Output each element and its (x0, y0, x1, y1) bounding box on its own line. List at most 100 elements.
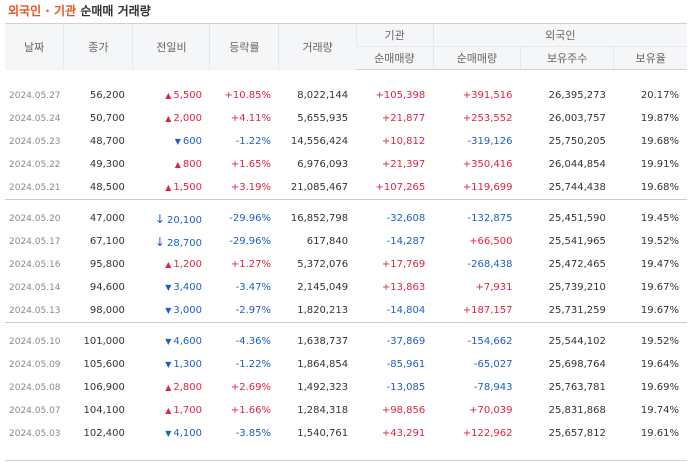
up-arrow-icon: ▲ (165, 183, 172, 192)
foreign-net-cell: +391,516 (462, 90, 513, 101)
foreign-ratio-cell: 19.67% (640, 305, 679, 316)
volume-cell: 5,655,935 (297, 113, 349, 124)
date-cell: 2024.05.03 (9, 428, 61, 439)
header-inst-net: 순매매량 (356, 46, 434, 70)
volume-cell: 1,864,854 (297, 359, 349, 370)
foreign-holdings-cell: 25,831,868 (548, 405, 606, 416)
volume-cell: 1,820,213 (297, 305, 349, 316)
foreign-net-cell: +187,157 (462, 305, 513, 316)
foreign-ratio-cell: 19.47% (640, 259, 679, 270)
spacer-row (5, 70, 687, 85)
change-cell: ▼ 4,100 (133, 422, 210, 445)
table-bottom-border (5, 460, 687, 461)
rate-cell: +4.11% (230, 113, 271, 124)
foreign-net-cell: -78,943 (473, 382, 513, 393)
foreign-ratio-cell: 19.87% (640, 113, 679, 124)
header-rate: 등락률 (209, 23, 279, 70)
foreign-holdings-cell: 26,395,273 (548, 90, 606, 101)
foreign-net-cell: +119,699 (462, 182, 513, 193)
foreign-ratio-cell: 19.69% (640, 382, 679, 393)
volume-cell: 1,284,318 (297, 405, 349, 416)
table-row: 2024.05.10 101,000 ▼ 4,600 -4.36% 1,638,737 -3… (5, 330, 687, 353)
change-value: 3,000 (173, 305, 202, 316)
table-row: 2024.05.03 102,400 ▼ 4,100 -3.85% 1,540,761 +4… (5, 422, 687, 445)
change-cell: ▲ 2,800 (133, 376, 210, 399)
change-value: 3,400 (173, 282, 202, 293)
rate-cell: -29.96% (229, 236, 271, 247)
volume-cell: 1,492,323 (297, 382, 349, 393)
date-cell: 2024.05.09 (9, 359, 61, 370)
foreign-net-cell: +350,416 (462, 159, 513, 170)
foreign-holdings-cell: 26,003,757 (548, 113, 606, 124)
foreign-holdings-cell: 25,763,781 (548, 382, 606, 393)
foreign-ratio-cell: 19.52% (640, 336, 679, 347)
change-cell: ▼ 3,000 (133, 299, 210, 323)
inst-net-cell: -32,608 (386, 213, 426, 224)
foreign-ratio-cell: 19.74% (640, 405, 679, 416)
close-cell: 48,700 (89, 136, 125, 147)
table-row: 2024.05.20 47,000 ↓ 20,100 -29.96% 16,852,798… (5, 207, 687, 230)
foreign-ratio-cell: 19.64% (640, 359, 679, 370)
volume-cell: 8,022,144 (297, 90, 349, 101)
change-value: 1,700 (173, 405, 202, 416)
close-cell: 50,700 (89, 113, 125, 124)
date-cell: 2024.05.13 (9, 305, 61, 316)
inst-net-cell: +98,856 (381, 405, 426, 416)
table-row: 2024.05.14 94,600 ▼ 3,400 -3.47% 2,145,049 +13… (5, 276, 687, 299)
rate-cell: -1.22% (235, 136, 271, 147)
header-foreign-ratio: 보유율 (613, 46, 687, 70)
change-cell: ▲ 1,700 (133, 399, 210, 422)
volume-cell: 14,556,424 (290, 136, 349, 147)
date-cell: 2024.05.24 (9, 113, 61, 124)
change-cell: ▲ 2,000 (133, 107, 210, 130)
close-cell: 101,000 (83, 336, 125, 347)
foreign-holdings-cell: 25,541,965 (548, 236, 606, 247)
change-value: 4,600 (173, 336, 202, 347)
foreign-ratio-cell: 19.67% (640, 282, 679, 293)
foreign-holdings-cell: 26,044,854 (548, 159, 606, 170)
foreign-holdings-cell: 25,731,259 (548, 305, 606, 316)
foreign-holdings-cell: 25,472,465 (548, 259, 606, 270)
foreign-net-cell: +70,039 (469, 405, 513, 416)
change-cell: ▲ 1,500 (133, 176, 210, 200)
change-cell: ↓ 20,100 (133, 207, 210, 230)
close-cell: 106,900 (83, 382, 125, 393)
volume-cell: 6,976,093 (297, 159, 349, 170)
foreign-ratio-cell: 20.17% (640, 90, 679, 101)
inst-net-cell: -85,961 (386, 359, 426, 370)
foreign-net-cell: +7,931 (475, 282, 513, 293)
group-divider (5, 199, 687, 207)
header-date: 날짜 (5, 23, 64, 70)
inst-net-cell: +21,397 (381, 159, 426, 170)
up-arrow-icon: ▲ (174, 160, 181, 169)
foreign-net-cell: +66,500 (469, 236, 513, 247)
volume-cell: 5,372,076 (297, 259, 349, 270)
foreign-holdings-cell: 25,451,590 (548, 213, 606, 224)
up-arrow-icon: ▲ (165, 383, 172, 392)
change-value: 1,200 (173, 259, 202, 270)
down-arrow-icon: ▼ (165, 360, 172, 369)
foreign-net-cell: -154,662 (467, 336, 513, 347)
rate-cell: +1.27% (230, 259, 271, 270)
close-cell: 56,200 (89, 90, 125, 101)
foreign-ratio-cell: 19.61% (640, 428, 679, 439)
rate-cell: +1.65% (230, 159, 271, 170)
inst-net-cell: +13,863 (381, 282, 426, 293)
down-arrow-icon: ↓ (154, 211, 165, 226)
change-cell: ▲ 800 (133, 153, 210, 176)
header-change: 전일비 (132, 23, 210, 70)
change-value: 28,700 (166, 237, 202, 249)
page-title: 외국인 · 기관 순매매 거래량 (8, 2, 151, 20)
investor-trading-table: 날짜 종가 전일비 등락률 거래량 기관 외국인 순매매량 순매매량 보유주수 … (5, 23, 687, 445)
date-cell: 2024.05.17 (9, 236, 61, 247)
rate-cell: -4.36% (235, 336, 271, 347)
rate-cell: +1.66% (230, 405, 271, 416)
rate-cell: -3.85% (235, 428, 271, 439)
up-arrow-icon: ▲ (165, 91, 172, 100)
foreign-holdings-cell: 25,544,102 (548, 336, 606, 347)
header-foreign-net: 순매매량 (432, 46, 521, 70)
change-cell: ▲ 5,500 (133, 84, 210, 107)
rate-cell: -3.47% (235, 282, 271, 293)
date-cell: 2024.05.23 (9, 136, 61, 147)
date-cell: 2024.05.10 (9, 336, 61, 347)
